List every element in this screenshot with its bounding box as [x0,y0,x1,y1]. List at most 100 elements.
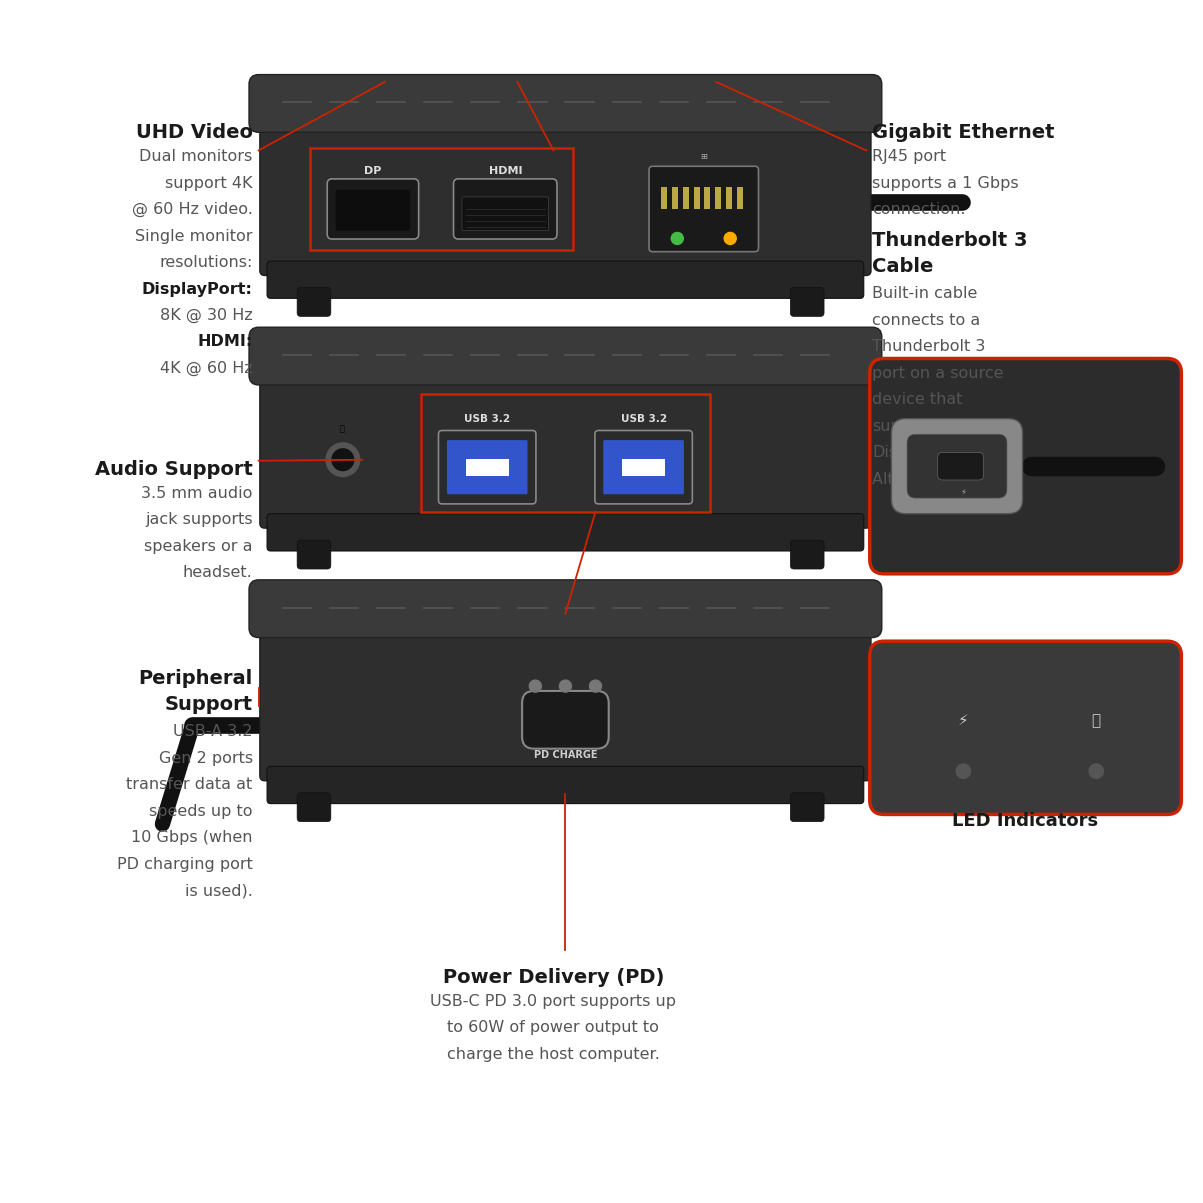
Text: speakers or a: speakers or a [144,539,253,553]
Text: device that: device that [872,392,962,407]
Circle shape [671,232,683,244]
Text: support 4K: support 4K [165,176,253,190]
FancyBboxPatch shape [870,641,1181,814]
Text: transfer data at: transfer data at [126,777,253,792]
Circle shape [1089,764,1103,778]
FancyBboxPatch shape [891,419,1023,514]
FancyBboxPatch shape [907,434,1007,498]
Circle shape [529,680,541,692]
Bar [466,458,509,475]
Text: USB 3.2: USB 3.2 [464,414,510,423]
Text: Single monitor: Single monitor [135,229,253,243]
Text: @ 60 Hz video.: @ 60 Hz video. [132,202,253,218]
Bar [705,188,710,209]
FancyBboxPatch shape [260,599,871,781]
Bar [737,188,743,209]
FancyBboxPatch shape [249,580,882,638]
FancyBboxPatch shape [938,452,984,480]
Text: 3.5 mm audio: 3.5 mm audio [141,486,253,500]
FancyBboxPatch shape [267,261,864,298]
Circle shape [326,443,360,476]
Text: UHD Video: UHD Video [136,123,253,142]
Text: connection.: connection. [872,202,966,217]
Bar [716,188,722,209]
Text: Peripheral: Peripheral [138,669,253,688]
Text: Gigabit Ethernet: Gigabit Ethernet [872,123,1055,142]
FancyBboxPatch shape [595,431,693,504]
Circle shape [559,680,571,692]
Text: Support: Support [165,695,253,715]
Text: USB-A 3.2: USB-A 3.2 [173,724,253,739]
Text: Audio Support: Audio Support [95,460,253,479]
Circle shape [724,232,736,244]
Text: jack supports: jack supports [146,512,253,527]
Text: ⚡: ⚡ [958,713,968,728]
Bar [421,393,710,511]
Text: Cable: Cable [872,257,934,277]
Text: PD charging port: PD charging port [117,857,253,871]
Text: Dual monitors: Dual monitors [140,149,253,164]
FancyBboxPatch shape [327,179,419,239]
Bar [310,148,573,250]
Bar [622,458,665,475]
FancyBboxPatch shape [260,346,871,528]
FancyBboxPatch shape [522,691,609,748]
Text: DisplayPort:: DisplayPort: [142,282,253,296]
FancyBboxPatch shape [870,358,1181,574]
Text: resolutions:: resolutions: [159,255,253,269]
Bar [727,188,731,209]
Text: Thunderbolt 3: Thunderbolt 3 [872,339,985,354]
Text: connects to a: connects to a [872,313,980,327]
Text: HDMI:: HDMI: [197,334,253,349]
Text: 🎧: 🎧 [339,425,344,433]
FancyBboxPatch shape [297,793,331,822]
Text: 10 Gbps (when: 10 Gbps (when [131,830,253,845]
Bar [672,188,678,209]
FancyBboxPatch shape [454,179,557,239]
Circle shape [332,449,354,470]
Text: DisplayPort: DisplayPort [872,445,964,460]
Text: supports a 1 Gbps: supports a 1 Gbps [872,176,1019,190]
FancyBboxPatch shape [439,431,537,504]
Text: supports: supports [872,419,942,433]
Text: RJ45 port: RJ45 port [872,149,947,164]
FancyBboxPatch shape [790,288,824,316]
Text: headset.: headset. [183,565,253,580]
Text: LED Indicators: LED Indicators [953,812,1098,830]
Text: ⚡: ⚡ [960,487,966,497]
FancyBboxPatch shape [249,75,882,132]
Text: Power Delivery (PD): Power Delivery (PD) [443,968,664,988]
Text: to 60W of power output to: to 60W of power output to [448,1020,659,1035]
Bar [683,188,689,209]
FancyBboxPatch shape [790,793,824,822]
Text: Alternate Mode.: Alternate Mode. [872,472,1001,486]
Text: Thunderbolt 3: Thunderbolt 3 [872,231,1027,250]
Bar [662,188,668,209]
Text: Gen 2 ports: Gen 2 ports [159,751,253,765]
Text: is used).: is used). [185,883,253,897]
Text: ⏻: ⏻ [1091,713,1101,728]
Text: USB-C PD 3.0 port supports up: USB-C PD 3.0 port supports up [431,994,676,1008]
Text: Built-in cable: Built-in cable [872,286,978,301]
FancyBboxPatch shape [267,766,864,804]
FancyBboxPatch shape [462,197,549,231]
Circle shape [956,764,971,778]
FancyBboxPatch shape [790,540,824,569]
FancyBboxPatch shape [604,440,685,494]
FancyBboxPatch shape [297,540,331,569]
Text: USB 3.2: USB 3.2 [621,414,666,423]
FancyBboxPatch shape [249,327,882,385]
Text: DP: DP [365,166,381,177]
Bar [694,188,700,209]
FancyBboxPatch shape [448,440,528,494]
Text: ⊞: ⊞ [700,153,707,161]
Text: 8K @ 30 Hz: 8K @ 30 Hz [160,308,253,324]
Circle shape [589,680,602,692]
FancyBboxPatch shape [336,190,410,231]
Text: HDMI: HDMI [488,166,522,177]
FancyBboxPatch shape [260,94,871,275]
Text: charge the host computer.: charge the host computer. [448,1047,659,1061]
Text: speeds up to: speeds up to [149,804,253,818]
FancyBboxPatch shape [267,514,864,551]
Text: PD CHARGE: PD CHARGE [534,749,597,760]
